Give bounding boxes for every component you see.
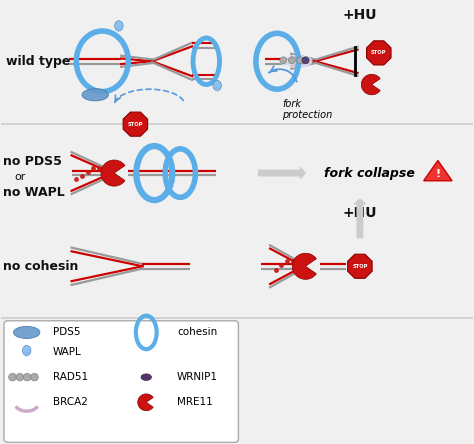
FancyBboxPatch shape (4, 321, 238, 442)
Circle shape (302, 57, 309, 64)
Text: cohesin: cohesin (177, 327, 217, 337)
Ellipse shape (213, 80, 221, 91)
Text: no cohesin: no cohesin (3, 260, 78, 273)
Circle shape (9, 373, 17, 381)
Text: STOP: STOP (371, 50, 386, 56)
Circle shape (288, 57, 295, 64)
Wedge shape (361, 74, 380, 95)
Text: no WAPL: no WAPL (3, 186, 65, 199)
Polygon shape (366, 41, 391, 65)
Wedge shape (101, 160, 125, 186)
Ellipse shape (280, 55, 313, 68)
Text: WRNIP1: WRNIP1 (177, 372, 218, 382)
Circle shape (31, 373, 38, 381)
Circle shape (297, 57, 304, 64)
Polygon shape (123, 112, 147, 136)
Text: +HU: +HU (343, 8, 377, 22)
Polygon shape (424, 160, 452, 181)
Polygon shape (214, 87, 220, 92)
Polygon shape (347, 254, 372, 278)
Text: STOP: STOP (128, 122, 143, 127)
Text: no PDS5: no PDS5 (3, 155, 62, 168)
Ellipse shape (115, 21, 123, 31)
Polygon shape (23, 352, 30, 357)
Text: fork
protection: fork protection (282, 99, 332, 120)
Polygon shape (116, 27, 122, 32)
Ellipse shape (13, 326, 40, 338)
Wedge shape (138, 394, 153, 411)
Text: STOP: STOP (352, 264, 368, 269)
Text: MRE11: MRE11 (177, 397, 213, 407)
Circle shape (16, 373, 24, 381)
Text: +HU: +HU (343, 206, 377, 220)
Wedge shape (292, 253, 316, 279)
Ellipse shape (82, 89, 109, 101)
Text: RAD51: RAD51 (53, 372, 88, 382)
Text: or: or (15, 172, 26, 182)
Ellipse shape (22, 345, 31, 356)
Text: WAPL: WAPL (53, 348, 82, 357)
Circle shape (280, 57, 287, 64)
Ellipse shape (141, 374, 152, 381)
Text: PDS5: PDS5 (53, 327, 80, 337)
Text: BRCA2: BRCA2 (53, 397, 88, 407)
Text: wild type: wild type (6, 55, 71, 68)
Text: !: ! (435, 169, 440, 179)
Circle shape (23, 373, 31, 381)
Text: fork collapse: fork collapse (324, 166, 415, 179)
